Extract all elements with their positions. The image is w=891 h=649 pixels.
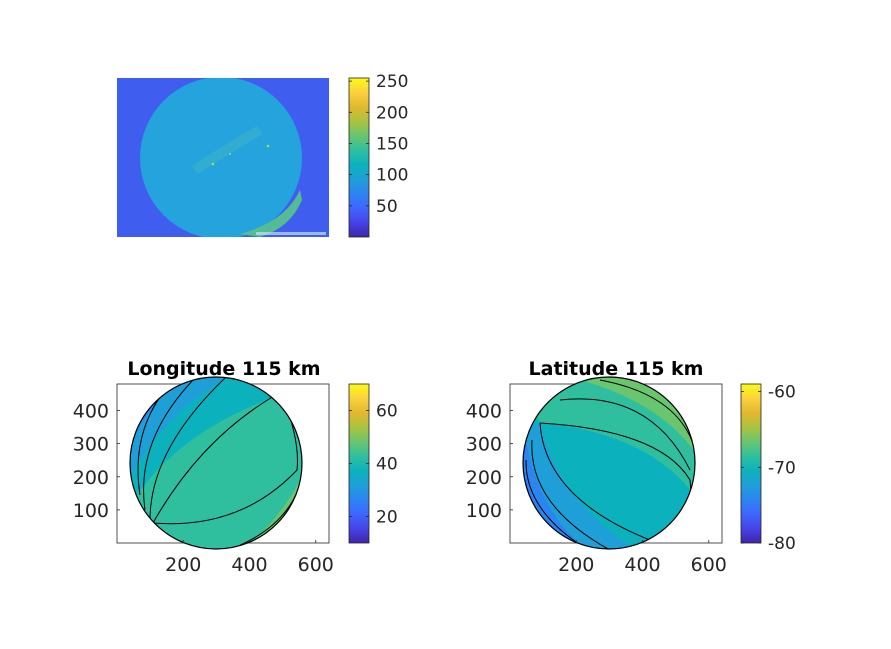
latitude-contour [599,379,695,451]
longitude-x-tick-label: 400 [231,554,267,576]
raw-image-bright-rim [240,190,302,237]
latitude-contour [525,459,586,549]
longitude-contour [149,377,226,521]
latitude-colorbar: -80 -70 -60 [740,383,796,554]
longitude-colorbar-tick-label: 40 [376,455,398,475]
longitude-y-ticks: 100 200 300 400 [73,401,120,522]
longitude-disk-edge [129,376,303,550]
longitude-y-tick-label: 100 [73,500,109,522]
raw-image-timestamp-strip [256,232,326,235]
latitude-x-ticks: 200 400 600 [558,540,727,576]
longitude-y-tick-label: 400 [73,401,109,423]
latitude-colorbar-tick-label: -70 [768,458,796,478]
longitude-panel: Longitude 115 km 200 400 600 100200300400 … [73,358,398,576]
longitude-contour [152,397,298,525]
longitude-title: Longitude 115 km [127,358,320,380]
latitude-x-tick-label: 600 [691,554,727,576]
raw-image-star [211,162,215,166]
raw-colorbar-tick-label: 250 [376,72,408,92]
latitude-y-tick-label: 200 [466,467,502,489]
longitude-y-tick-label: 300 [73,434,109,456]
longitude-contour [152,395,275,524]
longitude-x-tick-label: 200 [165,554,201,576]
latitude-y-tick-label: 400 [466,401,502,423]
longitude-colorbar-tick-label: 60 [376,402,398,422]
longitude-x-tick-label: 600 [298,554,334,576]
raw-colorbar-fill [348,77,370,238]
longitude-x-ticks: 200 400 600 [165,540,334,576]
raw-image-plot [117,78,329,237]
raw-image-star [266,144,270,148]
latitude-contour [539,422,656,543]
longitude-colorbar-tick-label: 20 [376,508,398,528]
latitude-x-tick-label: 200 [558,554,594,576]
latitude-x-tick-label: 400 [624,554,660,576]
raw-image-milky-way [192,125,263,175]
raw-image-star [229,153,231,155]
latitude-y-ticks: 100 200 300 400 [466,401,513,522]
raw-colorbar-tick-label: 150 [376,134,408,154]
longitude-y-tick-label: 200 [73,467,109,489]
latitude-contour [559,398,691,471]
latitude-y-tick-label: 100 [466,500,502,522]
raw-colorbar-tick-label: 200 [376,103,408,123]
longitude-contour [143,377,196,511]
raw-colorbar-tick-label: 50 [376,197,398,217]
raw-colorbar-tick-label: 100 [376,166,408,186]
latitude-colorbar-tick-label: -60 [768,383,796,403]
raw-colorbar-ticks: 50 100 150 200 250 [349,72,408,217]
latitude-y-tick-label: 300 [466,434,502,456]
latitude-panel: Latitude 115 km 200 400 600 100 200 300 400 -… [466,358,796,576]
latitude-contour [531,439,611,549]
raw-image-colorbar: 50 100 150 200 250 [348,72,408,238]
latitude-disk-edge [522,376,696,550]
latitude-colorbar-ticks: -80 -70 -60 [741,383,796,554]
latitude-title: Latitude 115 km [529,358,704,380]
raw-image-panel: 50 100 150 200 250 [117,72,408,238]
latitude-colorbar-tick-label: -80 [768,534,796,554]
longitude-colorbar-ticks: 20 40 60 [349,402,398,528]
longitude-colorbar: 20 40 60 [348,383,398,544]
latitude-colorbar-fill [740,383,762,544]
